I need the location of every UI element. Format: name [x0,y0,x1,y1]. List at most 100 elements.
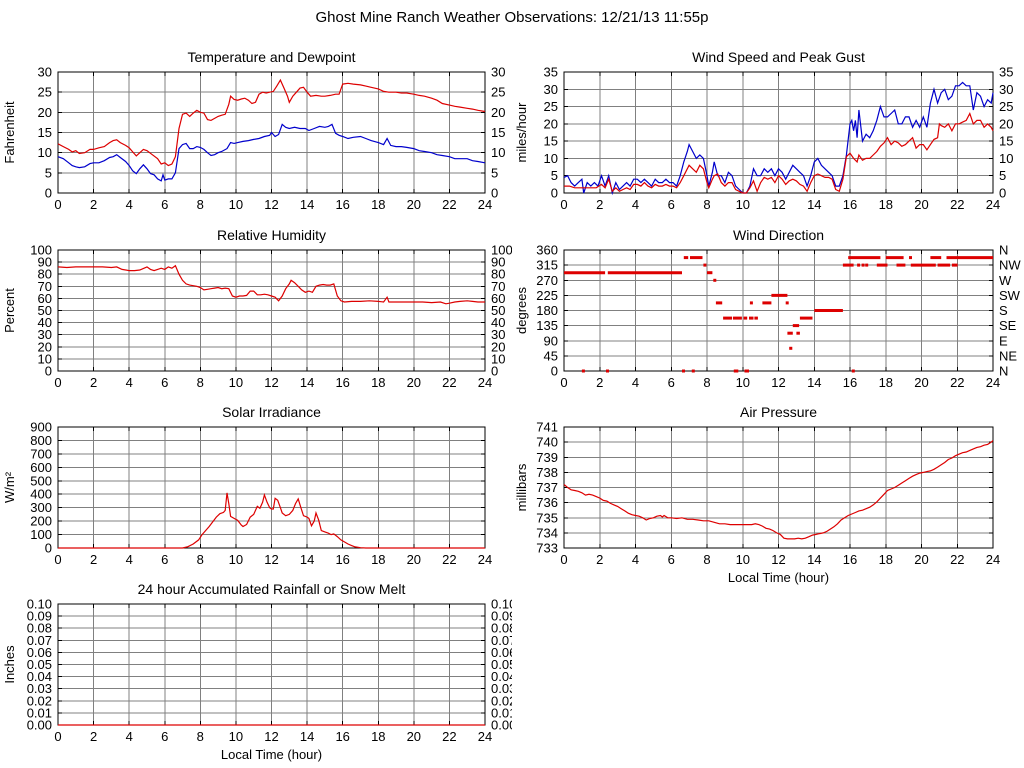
chart-air-pressure: 0 2 4 6 8 10 12 14 16 18 20 22 247337347357367377387… [514,404,1000,585]
x-tick-label: 16 [843,197,857,212]
x-tick-label: 22 [442,197,456,212]
series-dewpoint [57,123,486,182]
y-tick-label: 400 [30,487,52,502]
y-tick-label-right: 100 [491,243,512,258]
x-tick-label: 18 [371,729,385,744]
x-tick-label: 2 [90,197,97,212]
x-tick-label: 20 [407,375,421,390]
y-tick-label: 30 [38,65,52,80]
x-tick-label: 20 [914,197,928,212]
x-tick-label: 16 [843,552,857,567]
x-tick-label: 6 [161,552,168,567]
x-tick-label: 4 [632,552,639,567]
x-tick-label: 4 [632,375,639,390]
y-tick-label-right: 30 [491,65,505,80]
x-tick-label: 6 [161,729,168,744]
x-tick-label: 20 [407,197,421,212]
x-tick-label: 12 [264,729,278,744]
chart-title: Temperature and Dewpoint [187,49,355,65]
x-tick-label: 22 [442,552,456,567]
series-relative-humidity [57,264,485,305]
y-tick-label: 60 [38,291,52,306]
y-tick-label: 740 [536,435,558,450]
x-tick-label: 2 [596,552,603,567]
y-tick-label-right: 30 [999,82,1013,97]
y-tick-label-right: N [999,243,1008,258]
y-axis-label: Fahrenheit [2,101,17,164]
y-tick-label-right: 25 [999,99,1013,114]
y-tick-label-right: 10 [491,351,505,366]
y-tick-label-right: 0 [999,186,1006,201]
x-tick-label: 22 [950,552,964,567]
y-axis-label: Percent [2,288,17,333]
y-tick-label: 0.02 [27,693,52,708]
x-tick-label: 12 [264,197,278,212]
y-tick-label-right: 0.07 [491,633,512,648]
y-tick-label-right: 0.09 [491,609,512,624]
x-tick-label: 24 [478,197,492,212]
y-tick-label: 0.05 [27,657,52,672]
y-tick-label-right: W [999,273,1012,288]
x-tick-label: 2 [596,375,603,390]
y-tick-label: 15 [544,134,558,149]
y-tick-label: 0.06 [27,645,52,660]
x-tick-label: 4 [126,375,133,390]
y-tick-label: 25 [38,85,52,100]
x-tick-label: 8 [197,375,204,390]
x-tick-label: 2 [90,552,97,567]
x-tick-label: 12 [264,552,278,567]
y-tick-label-right: 20 [491,105,505,120]
x-tick-label: 14 [807,375,821,390]
y-tick-label: 733 [536,541,558,556]
x-tick-label: 10 [229,375,243,390]
y-tick-label-right: NE [999,348,1017,363]
y-tick-label: 735 [536,510,558,525]
x-tick-label: 24 [986,552,1000,567]
y-tick-label: 600 [30,460,52,475]
chart-solar-irradiance: 0 2 4 6 8 10 12 14 16 18 20 22 240100200300400500600… [2,404,492,567]
y-tick-label-right: 50 [491,303,505,318]
x-tick-label: 14 [300,552,314,567]
chart-rainfall: 0 2 4 6 8 10 12 14 16 18 20 22 240.000.010.020.030.0… [2,581,512,762]
x-tick-label: 4 [126,197,133,212]
x-tick-label: 24 [986,197,1000,212]
y-tick-label-right: 25 [491,85,505,100]
y-tick-label-right: 0 [491,364,498,379]
y-tick-label-right: NW [999,258,1021,273]
y-tick-label-right: 80 [491,267,505,282]
y-tick-label: 90 [544,333,558,348]
x-tick-label: 10 [229,729,243,744]
x-tick-label: 8 [197,729,204,744]
y-tick-label-right: N [999,364,1008,379]
y-tick-label: 0 [551,186,558,201]
y-tick-label: 20 [38,339,52,354]
x-tick-label: 22 [442,729,456,744]
x-tick-label: 20 [914,552,928,567]
y-tick-label: 225 [536,288,558,303]
chart-title: Solar Irradiance [222,404,321,420]
x-axis-label: Local Time (hour) [221,747,322,762]
series-air-pressure [563,440,994,540]
chart-cell-winddirection: 0 2 4 6 8 10 12 14 16 18 20 22 24 0 45 90 135 180 225 270 31… [512,220,1024,400]
x-tick-label: 12 [771,375,785,390]
x-tick-label: 16 [335,375,349,390]
y-axis-label: miles/hour [514,102,529,163]
y-tick-label: 500 [30,473,52,488]
y-tick-label: 0.08 [27,621,52,636]
x-tick-label: 8 [703,375,710,390]
x-tick-label: 18 [879,552,893,567]
y-tick-label-right: 0.01 [491,705,512,720]
x-tick-label: 8 [197,197,204,212]
chart-cell-windspeed: 0 2 4 6 8 10 12 14 16 18 20 22 24 0 5 10 15 20 25 30 35 0 5 10 1… [512,40,1024,220]
y-tick-label: 15 [38,125,52,140]
y-tick-label-right: 0.04 [491,669,512,684]
x-tick-label: 10 [736,197,750,212]
chart-relative-humidity: 0 2 4 6 8 10 12 14 16 18 20 22 240102030405060708090… [2,227,512,390]
y-tick-label: 10 [38,351,52,366]
y-tick-label-right: 40 [491,315,505,330]
x-tick-label: 8 [703,552,710,567]
y-tick-label: 20 [544,116,558,131]
x-tick-label: 8 [703,197,710,212]
series-temperature [57,78,486,167]
x-tick-label: 10 [229,552,243,567]
